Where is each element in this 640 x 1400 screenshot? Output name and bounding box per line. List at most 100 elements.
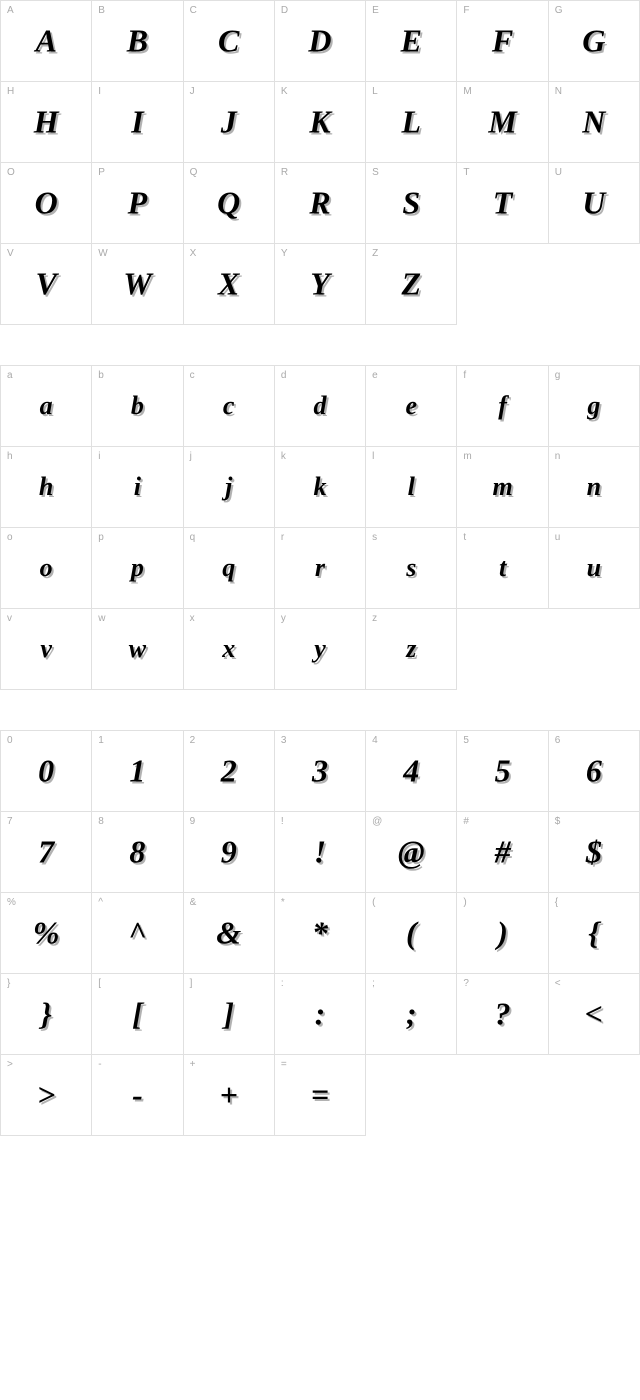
glyph-cell[interactable]: ++	[184, 1055, 275, 1136]
glyph-cell[interactable]: XX	[184, 244, 275, 325]
glyph-cell[interactable]: [[	[92, 974, 183, 1055]
glyph-cell[interactable]: UU	[549, 163, 640, 244]
glyph-label: g	[555, 370, 561, 381]
glyph-cell[interactable]: YY	[275, 244, 366, 325]
glyph-cell[interactable]: rr	[275, 528, 366, 609]
glyph-cell[interactable]: oo	[1, 528, 92, 609]
glyph-cell[interactable]: FF	[457, 1, 548, 82]
glyph-cell[interactable]: TT	[457, 163, 548, 244]
glyph-cell[interactable]: ;;	[366, 974, 457, 1055]
glyph-cell[interactable]: aa	[1, 366, 92, 447]
glyph-cell[interactable]: ww	[92, 609, 183, 690]
glyph-cell[interactable]: SS	[366, 163, 457, 244]
glyph-cell[interactable]: zz	[366, 609, 457, 690]
glyph-cell[interactable]: 66	[549, 731, 640, 812]
glyph-char: w	[129, 634, 146, 664]
glyph-cell[interactable]: KK	[275, 82, 366, 163]
glyph-cell[interactable]: 22	[184, 731, 275, 812]
glyph-char: a	[40, 391, 53, 421]
glyph-cell[interactable]: RR	[275, 163, 366, 244]
glyph-cell[interactable]: nn	[549, 447, 640, 528]
glyph-cell[interactable]: ))	[457, 893, 548, 974]
glyph-cell[interactable]: ee	[366, 366, 457, 447]
glyph-cell[interactable]: uu	[549, 528, 640, 609]
glyph-char: @	[398, 834, 425, 871]
glyph-cell[interactable]: hh	[1, 447, 92, 528]
glyph-cell[interactable]: ZZ	[366, 244, 457, 325]
glyph-cell[interactable]: DD	[275, 1, 366, 82]
glyph-cell[interactable]: qq	[184, 528, 275, 609]
glyph-cell[interactable]: VV	[1, 244, 92, 325]
glyph-cell[interactable]: %%	[1, 893, 92, 974]
glyph-cell[interactable]: pp	[92, 528, 183, 609]
glyph-cell[interactable]: HH	[1, 82, 92, 163]
glyph-char: s	[406, 553, 416, 583]
glyph-cell[interactable]: PP	[92, 163, 183, 244]
glyph-cell[interactable]: 11	[92, 731, 183, 812]
glyph-cell[interactable]: ll	[366, 447, 457, 528]
glyph-cell[interactable]: ##	[457, 812, 548, 893]
glyph-cell[interactable]: gg	[549, 366, 640, 447]
glyph-cell[interactable]: <<	[549, 974, 640, 1055]
glyph-label: z	[372, 613, 377, 624]
glyph-cell[interactable]: QQ	[184, 163, 275, 244]
glyph-cell[interactable]: >>	[1, 1055, 92, 1136]
glyph-cell[interactable]: 77	[1, 812, 92, 893]
glyph-char: b	[131, 391, 144, 421]
glyph-cell[interactable]: WW	[92, 244, 183, 325]
glyph-cell[interactable]: vv	[1, 609, 92, 690]
glyph-cell[interactable]: }}	[1, 974, 92, 1055]
glyph-cell[interactable]: jj	[184, 447, 275, 528]
glyph-cell[interactable]: tt	[457, 528, 548, 609]
glyph-cell[interactable]: ((	[366, 893, 457, 974]
glyph-cell[interactable]: cc	[184, 366, 275, 447]
glyph-cell-empty	[549, 1055, 640, 1135]
glyph-section-lowercase: aabbccddeeffgghhiijjkkllmmnnooppqqrrsstt…	[0, 365, 640, 690]
glyph-cell[interactable]: NN	[549, 82, 640, 163]
glyph-cell[interactable]: ]]	[184, 974, 275, 1055]
glyph-cell[interactable]: $$	[549, 812, 640, 893]
glyph-cell[interactable]: ::	[275, 974, 366, 1055]
glyph-cell[interactable]: II	[92, 82, 183, 163]
glyph-char: J	[221, 104, 237, 141]
glyph-cell[interactable]: ff	[457, 366, 548, 447]
glyph-cell[interactable]: yy	[275, 609, 366, 690]
glyph-cell[interactable]: kk	[275, 447, 366, 528]
glyph-cell[interactable]: EE	[366, 1, 457, 82]
glyph-label: a	[7, 370, 13, 381]
glyph-cell[interactable]: &&	[184, 893, 275, 974]
glyph-cell[interactable]: 99	[184, 812, 275, 893]
glyph-cell[interactable]: 00	[1, 731, 92, 812]
glyph-cell[interactable]: MM	[457, 82, 548, 163]
glyph-cell[interactable]: ^^	[92, 893, 183, 974]
glyph-cell[interactable]: ii	[92, 447, 183, 528]
glyph-cell[interactable]: !!	[275, 812, 366, 893]
glyph-cell[interactable]: OO	[1, 163, 92, 244]
glyph-cell[interactable]: ss	[366, 528, 457, 609]
glyph-cell[interactable]: LL	[366, 82, 457, 163]
glyph-cell[interactable]: 55	[457, 731, 548, 812]
glyph-cell[interactable]: AA	[1, 1, 92, 82]
glyph-cell[interactable]: dd	[275, 366, 366, 447]
glyph-cell[interactable]: {{	[549, 893, 640, 974]
glyph-cell[interactable]: GG	[549, 1, 640, 82]
glyph-label: o	[7, 532, 13, 543]
glyph-label: P	[98, 167, 105, 178]
glyph-char: 8	[129, 834, 145, 871]
glyph-cell[interactable]: **	[275, 893, 366, 974]
glyph-cell[interactable]: BB	[92, 1, 183, 82]
glyph-label: V	[7, 248, 14, 259]
glyph-cell[interactable]: @@	[366, 812, 457, 893]
glyph-cell[interactable]: 88	[92, 812, 183, 893]
glyph-cell[interactable]: JJ	[184, 82, 275, 163]
glyph-cell[interactable]: ??	[457, 974, 548, 1055]
glyph-cell[interactable]: bb	[92, 366, 183, 447]
glyph-char: 2	[221, 753, 237, 790]
glyph-cell[interactable]: CC	[184, 1, 275, 82]
glyph-cell[interactable]: 33	[275, 731, 366, 812]
glyph-cell[interactable]: xx	[184, 609, 275, 690]
glyph-cell[interactable]: ==	[275, 1055, 366, 1136]
glyph-cell[interactable]: 44	[366, 731, 457, 812]
glyph-cell[interactable]: --	[92, 1055, 183, 1136]
glyph-cell[interactable]: mm	[457, 447, 548, 528]
